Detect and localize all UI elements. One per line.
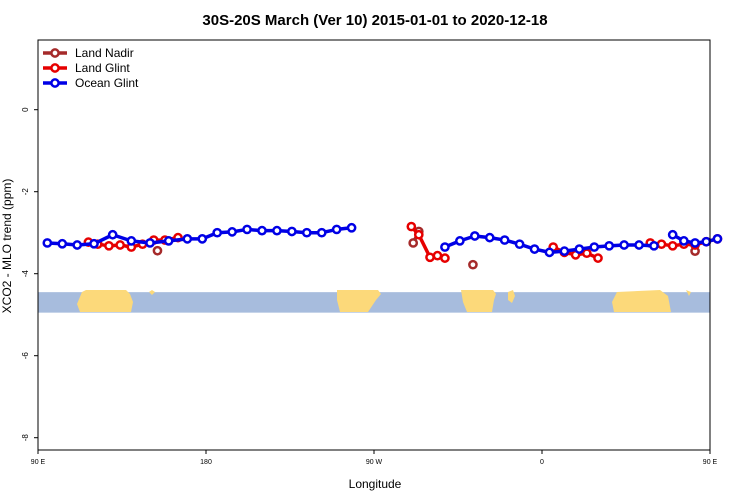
land-patch xyxy=(612,290,671,312)
x-tick-label: 90 E xyxy=(703,459,718,466)
data-point xyxy=(455,236,465,246)
land-patch xyxy=(461,290,496,312)
data-point xyxy=(163,236,174,246)
data-point xyxy=(272,225,282,236)
legend-entry: Land Glint xyxy=(75,61,130,75)
data-point xyxy=(316,227,327,238)
legend-swatch-marker xyxy=(50,48,60,58)
legend-entry: Land Nadir xyxy=(75,46,134,60)
x-axis-label: Longitude xyxy=(349,477,402,491)
data-point xyxy=(679,236,689,246)
land-patch xyxy=(337,290,381,312)
legend-entry: Ocean Glint xyxy=(75,76,139,90)
data-point xyxy=(649,240,659,251)
x-tick-label: 180 xyxy=(200,459,212,466)
data-point xyxy=(656,239,667,250)
data-point xyxy=(242,224,252,235)
data-point xyxy=(619,240,629,250)
y-tick-label: 0 xyxy=(21,107,30,112)
chart-title: 30S-20S March (Ver 10) 2015-01-01 to 202… xyxy=(202,12,547,29)
y-tick-label: -6 xyxy=(21,352,30,360)
data-point xyxy=(559,246,570,256)
data-point xyxy=(287,226,297,237)
land-patch xyxy=(508,290,515,303)
data-point xyxy=(440,253,450,263)
data-point xyxy=(634,240,644,250)
y-tick-label: -4 xyxy=(21,270,30,278)
data-point xyxy=(484,232,495,243)
data-point xyxy=(581,248,592,259)
data-point xyxy=(589,242,600,252)
data-point xyxy=(701,236,712,247)
data-point xyxy=(72,240,83,250)
y-tick-label: -8 xyxy=(21,434,30,442)
data-point xyxy=(667,229,678,240)
data-point xyxy=(574,244,585,254)
y-tick-label: -2 xyxy=(21,188,30,196)
data-point xyxy=(499,235,510,245)
data-point xyxy=(257,225,267,236)
data-point xyxy=(145,238,155,248)
data-point xyxy=(212,227,223,238)
data-point xyxy=(544,247,555,258)
x-axis: 90 E 180 90 W 0 90 E xyxy=(31,450,718,466)
data-point xyxy=(667,240,678,251)
land-patches xyxy=(77,290,691,312)
x-tick-label: 0 xyxy=(540,459,544,466)
data-point xyxy=(406,221,417,232)
y-axis: 0 -2 -4 -6 -8 xyxy=(21,107,38,441)
series-ocean-glint xyxy=(42,222,723,258)
x-tick-label: 90 W xyxy=(366,459,383,466)
data-point xyxy=(346,222,357,233)
data-point xyxy=(227,227,237,237)
data-point xyxy=(593,253,603,263)
data-point xyxy=(440,242,450,252)
data-point xyxy=(126,236,137,246)
data-point xyxy=(425,252,435,263)
data-point xyxy=(197,234,208,244)
data-point xyxy=(331,224,342,235)
land-mask-band xyxy=(38,290,710,313)
data-point xyxy=(115,240,125,250)
series-layer xyxy=(42,221,723,270)
data-point xyxy=(152,245,163,256)
data-point xyxy=(57,238,68,249)
legend-swatch-marker xyxy=(50,63,60,73)
land-patch xyxy=(149,290,155,295)
data-point xyxy=(301,227,312,238)
data-point xyxy=(42,238,53,248)
land-patch xyxy=(77,290,133,312)
legend-swatch-marker xyxy=(50,78,60,88)
data-point xyxy=(89,238,99,249)
data-point xyxy=(604,240,615,251)
data-point xyxy=(712,234,723,244)
data-point xyxy=(413,229,424,240)
y-axis-label: XCO2 - MLO trend (ppm) xyxy=(0,179,14,314)
data-point xyxy=(514,239,525,250)
data-point xyxy=(690,238,700,248)
data-point xyxy=(529,244,540,254)
data-point xyxy=(104,240,114,251)
x-tick-label: 90 E xyxy=(31,459,46,466)
data-point xyxy=(182,234,193,244)
land-patch xyxy=(686,290,691,296)
data-point xyxy=(408,238,419,248)
data-point xyxy=(432,250,443,261)
data-point xyxy=(107,229,118,240)
data-point xyxy=(469,231,480,241)
data-point xyxy=(468,259,478,270)
